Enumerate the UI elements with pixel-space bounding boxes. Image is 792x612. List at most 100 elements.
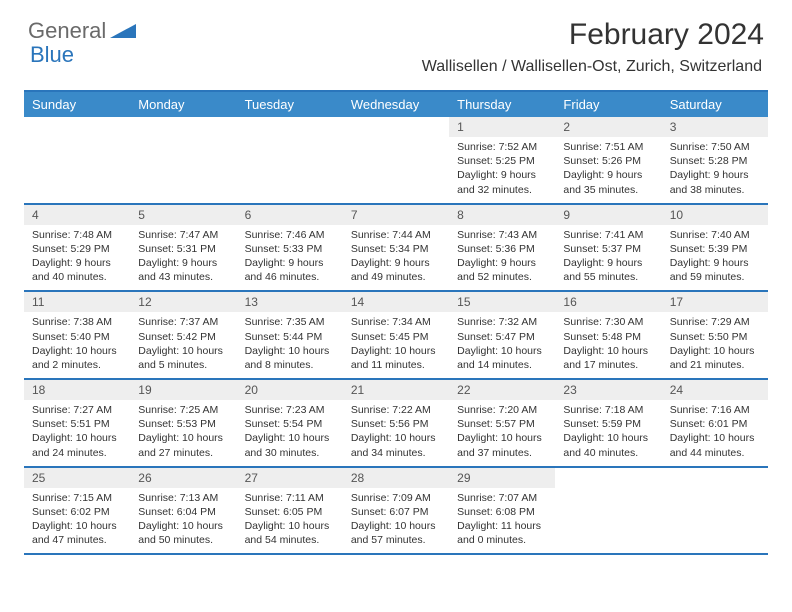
daylight-text-2: and 30 minutes. [245, 446, 337, 460]
sunset-text: Sunset: 5:37 PM [563, 242, 655, 256]
day-details: Sunrise: 7:32 AMSunset: 5:47 PMDaylight:… [449, 312, 555, 378]
week-row: 11121314151617Sunrise: 7:38 AMSunset: 5:… [24, 292, 768, 380]
sunset-text: Sunset: 5:34 PM [351, 242, 443, 256]
daylight-text-2: and 38 minutes. [670, 183, 762, 197]
sunset-text: Sunset: 5:54 PM [245, 417, 337, 431]
day-number [237, 117, 343, 137]
sunset-text: Sunset: 5:44 PM [245, 330, 337, 344]
sunrise-text: Sunrise: 7:16 AM [670, 403, 762, 417]
sunset-text: Sunset: 5:25 PM [457, 154, 549, 168]
day-details [555, 488, 661, 554]
daylight-text-1: Daylight: 10 hours [32, 431, 124, 445]
daylight-text-2: and 52 minutes. [457, 270, 549, 284]
sunset-text: Sunset: 5:29 PM [32, 242, 124, 256]
day-number: 26 [130, 468, 236, 488]
sunset-text: Sunset: 5:53 PM [138, 417, 230, 431]
daylight-text-1: Daylight: 9 hours [457, 168, 549, 182]
sunrise-text: Sunrise: 7:35 AM [245, 315, 337, 329]
day-number: 25 [24, 468, 130, 488]
weeks-container: 123Sunrise: 7:52 AMSunset: 5:25 PMDaylig… [24, 117, 768, 555]
sunrise-text: Sunrise: 7:47 AM [138, 228, 230, 242]
daylight-text-1: Daylight: 9 hours [670, 256, 762, 270]
day-details: Sunrise: 7:38 AMSunset: 5:40 PMDaylight:… [24, 312, 130, 378]
daylight-text-1: Daylight: 10 hours [563, 344, 655, 358]
day-number: 13 [237, 292, 343, 312]
weekday-header: Tuesday [237, 92, 343, 117]
daylight-text-1: Daylight: 10 hours [245, 519, 337, 533]
sunset-text: Sunset: 5:40 PM [32, 330, 124, 344]
day-number: 1 [449, 117, 555, 137]
day-details: Sunrise: 7:25 AMSunset: 5:53 PMDaylight:… [130, 400, 236, 466]
sunrise-text: Sunrise: 7:38 AM [32, 315, 124, 329]
sunset-text: Sunset: 6:01 PM [670, 417, 762, 431]
daylight-text-1: Daylight: 9 hours [670, 168, 762, 182]
day-number [130, 117, 236, 137]
logo: General [28, 18, 138, 44]
daylight-text-2: and 21 minutes. [670, 358, 762, 372]
daylight-text-1: Daylight: 10 hours [457, 431, 549, 445]
sunrise-text: Sunrise: 7:25 AM [138, 403, 230, 417]
day-details: Sunrise: 7:50 AMSunset: 5:28 PMDaylight:… [662, 137, 768, 203]
daylight-text-1: Daylight: 10 hours [351, 431, 443, 445]
daylight-text-1: Daylight: 10 hours [670, 344, 762, 358]
day-details [237, 137, 343, 203]
sunset-text: Sunset: 5:36 PM [457, 242, 549, 256]
day-number: 5 [130, 205, 236, 225]
day-details: Sunrise: 7:41 AMSunset: 5:37 PMDaylight:… [555, 225, 661, 291]
day-number: 18 [24, 380, 130, 400]
day-details: Sunrise: 7:11 AMSunset: 6:05 PMDaylight:… [237, 488, 343, 554]
sunset-text: Sunset: 5:26 PM [563, 154, 655, 168]
sunrise-text: Sunrise: 7:32 AM [457, 315, 549, 329]
day-details [24, 137, 130, 203]
daylight-text-1: Daylight: 10 hours [351, 344, 443, 358]
day-details: Sunrise: 7:30 AMSunset: 5:48 PMDaylight:… [555, 312, 661, 378]
daylight-text-1: Daylight: 11 hours [457, 519, 549, 533]
sunrise-text: Sunrise: 7:51 AM [563, 140, 655, 154]
sunrise-text: Sunrise: 7:20 AM [457, 403, 549, 417]
day-details [130, 137, 236, 203]
day-number: 3 [662, 117, 768, 137]
daylight-text-1: Daylight: 9 hours [563, 256, 655, 270]
day-details [662, 488, 768, 554]
logo-triangle-icon [110, 20, 136, 43]
daylight-text-2: and 27 minutes. [138, 446, 230, 460]
daylight-text-2: and 59 minutes. [670, 270, 762, 284]
location-label: Wallisellen / Wallisellen-Ost, Zurich, S… [422, 58, 764, 76]
sunset-text: Sunset: 5:48 PM [563, 330, 655, 344]
daylight-text-1: Daylight: 10 hours [563, 431, 655, 445]
sunrise-text: Sunrise: 7:18 AM [563, 403, 655, 417]
daylight-text-1: Daylight: 10 hours [670, 431, 762, 445]
daylight-text-2: and 14 minutes. [457, 358, 549, 372]
month-title: February 2024 [422, 18, 764, 52]
sunrise-text: Sunrise: 7:37 AM [138, 315, 230, 329]
sunrise-text: Sunrise: 7:30 AM [563, 315, 655, 329]
daylight-text-1: Daylight: 10 hours [457, 344, 549, 358]
title-block: February 2024 Wallisellen / Wallisellen-… [422, 18, 764, 76]
daylight-text-2: and 37 minutes. [457, 446, 549, 460]
week-row: 45678910Sunrise: 7:48 AMSunset: 5:29 PMD… [24, 205, 768, 293]
sunset-text: Sunset: 6:08 PM [457, 505, 549, 519]
daylight-text-1: Daylight: 10 hours [138, 519, 230, 533]
sunset-text: Sunset: 6:04 PM [138, 505, 230, 519]
sunrise-text: Sunrise: 7:13 AM [138, 491, 230, 505]
day-number: 19 [130, 380, 236, 400]
sunset-text: Sunset: 5:31 PM [138, 242, 230, 256]
daylight-text-2: and 54 minutes. [245, 533, 337, 547]
daylight-text-2: and 32 minutes. [457, 183, 549, 197]
daylight-text-2: and 40 minutes. [32, 270, 124, 284]
sunrise-text: Sunrise: 7:48 AM [32, 228, 124, 242]
day-details: Sunrise: 7:13 AMSunset: 6:04 PMDaylight:… [130, 488, 236, 554]
day-number: 7 [343, 205, 449, 225]
sunrise-text: Sunrise: 7:29 AM [670, 315, 762, 329]
daylight-text-2: and 57 minutes. [351, 533, 443, 547]
day-details: Sunrise: 7:47 AMSunset: 5:31 PMDaylight:… [130, 225, 236, 291]
daylight-text-1: Daylight: 9 hours [138, 256, 230, 270]
daylight-text-1: Daylight: 10 hours [32, 519, 124, 533]
day-details [343, 137, 449, 203]
weekday-header: Wednesday [343, 92, 449, 117]
day-details: Sunrise: 7:22 AMSunset: 5:56 PMDaylight:… [343, 400, 449, 466]
day-details: Sunrise: 7:51 AMSunset: 5:26 PMDaylight:… [555, 137, 661, 203]
week-row: 123Sunrise: 7:52 AMSunset: 5:25 PMDaylig… [24, 117, 768, 205]
day-details: Sunrise: 7:29 AMSunset: 5:50 PMDaylight:… [662, 312, 768, 378]
daylight-text-1: Daylight: 9 hours [457, 256, 549, 270]
